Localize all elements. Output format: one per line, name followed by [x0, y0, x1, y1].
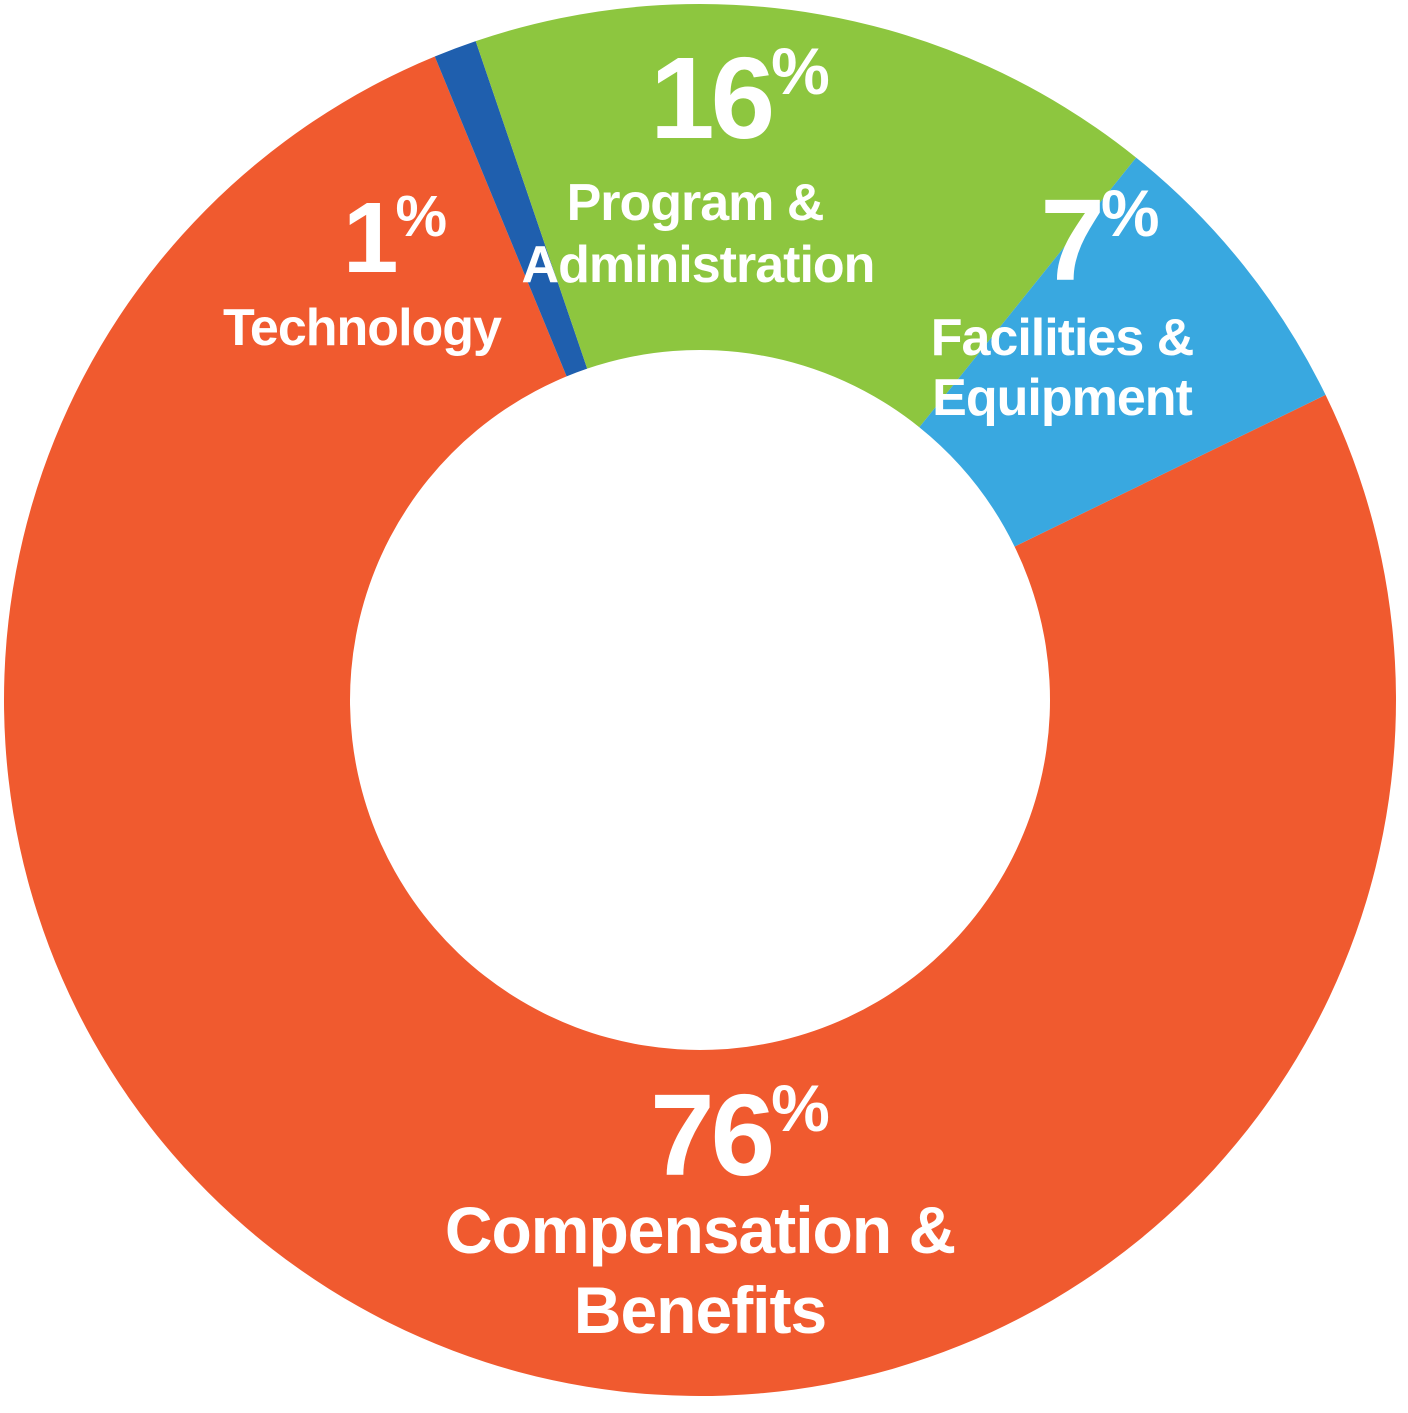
program-category-line2: Administration — [522, 236, 875, 294]
slice-program-administration — [475, 3, 1137, 428]
facilities-category-line2: Equipment — [932, 369, 1192, 427]
label-program-administration: 16% Program & Administration — [522, 33, 876, 294]
donut-slices — [3, 3, 1396, 1396]
label-facilities-equipment: 7% Facilities & Equipment — [931, 175, 1195, 427]
label-compensation-benefits: 76% Compensation & Benefits — [445, 1070, 956, 1347]
technology-percent-sign: % — [396, 184, 448, 249]
slice-technology — [434, 41, 588, 377]
technology-value: 1 — [343, 182, 396, 294]
program-percent-sign: % — [771, 34, 830, 108]
program-value: 16 — [650, 33, 772, 163]
program-category-line1: Program & — [567, 174, 824, 232]
svg-text:1%: 1% — [343, 182, 447, 294]
label-technology: 1% Technology — [223, 182, 503, 357]
compensation-percent-sign: % — [771, 1071, 830, 1145]
svg-text:7%: 7% — [1040, 175, 1159, 305]
facilities-value: 7 — [1040, 175, 1101, 305]
compensation-value: 76 — [650, 1070, 772, 1200]
slice-compensation-benefits — [3, 56, 1396, 1396]
technology-category: Technology — [223, 299, 502, 357]
slice-facilities-equipment — [919, 157, 1326, 547]
svg-text:76%: 76% — [650, 1070, 830, 1200]
facilities-category-line1: Facilities & — [931, 309, 1194, 367]
compensation-category-line2: Benefits — [574, 1273, 826, 1347]
svg-text:16%: 16% — [650, 33, 830, 163]
facilities-percent-sign: % — [1101, 176, 1160, 250]
compensation-category-line1: Compensation & — [445, 1193, 955, 1267]
